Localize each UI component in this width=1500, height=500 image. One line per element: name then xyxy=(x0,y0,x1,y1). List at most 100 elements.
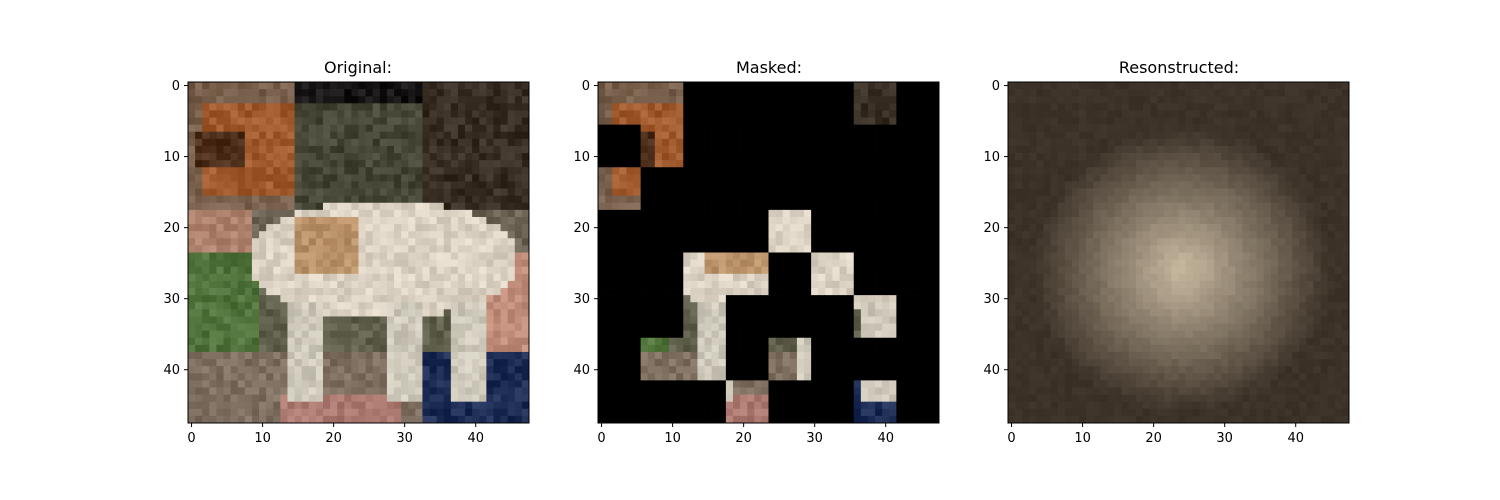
pixel xyxy=(330,188,338,197)
pixel xyxy=(237,245,246,253)
pixel xyxy=(514,344,523,353)
pixel xyxy=(280,195,288,204)
pixel xyxy=(280,302,288,310)
pixel xyxy=(931,195,940,204)
pixel xyxy=(768,259,776,268)
pixel xyxy=(633,359,641,367)
pixel xyxy=(457,344,466,353)
pixel xyxy=(747,373,755,381)
pixel xyxy=(740,117,748,125)
pixel xyxy=(479,288,487,296)
pixel xyxy=(633,153,641,161)
pixel xyxy=(358,167,366,175)
pixel xyxy=(924,344,933,353)
pixel xyxy=(415,245,423,253)
pixel xyxy=(379,266,388,275)
pixel xyxy=(796,401,805,410)
pixel xyxy=(422,188,430,197)
pixel xyxy=(465,387,473,395)
pixel xyxy=(683,238,691,246)
pixel xyxy=(230,387,239,395)
pixel xyxy=(605,309,613,317)
pixel xyxy=(365,238,374,246)
pixel xyxy=(266,231,274,239)
pixel xyxy=(230,380,239,388)
pixel xyxy=(202,89,210,97)
pixel xyxy=(1029,82,1037,90)
pixel xyxy=(379,259,388,268)
pixel xyxy=(415,366,423,374)
pixel xyxy=(661,288,670,296)
pixel xyxy=(386,174,395,182)
pixel xyxy=(280,216,288,225)
pixel xyxy=(796,202,805,211)
pixel xyxy=(308,387,317,395)
pixel xyxy=(394,96,402,104)
pixel xyxy=(732,401,741,410)
pixel xyxy=(683,110,691,118)
pixel xyxy=(465,231,473,239)
pixel xyxy=(775,124,784,133)
pixel xyxy=(782,131,791,140)
pixel xyxy=(661,401,670,410)
pixel xyxy=(273,153,281,161)
pixel xyxy=(676,252,684,260)
pixel xyxy=(654,117,663,125)
pixel xyxy=(896,394,904,403)
pixel xyxy=(457,351,466,360)
pixel xyxy=(889,209,897,218)
pixel xyxy=(237,408,246,417)
pixel xyxy=(605,415,613,424)
pixel xyxy=(669,359,677,367)
pixel xyxy=(725,195,734,204)
pixel xyxy=(811,344,819,353)
pixel xyxy=(251,195,260,204)
pixel xyxy=(415,266,423,275)
pixel xyxy=(647,124,656,133)
pixel xyxy=(924,280,933,289)
pixel xyxy=(230,316,239,324)
pixel xyxy=(1015,124,1023,133)
pixel xyxy=(747,138,755,147)
pixel xyxy=(429,401,437,410)
pixel xyxy=(860,209,869,218)
pixel xyxy=(429,231,437,239)
pixel xyxy=(669,216,677,225)
pixel xyxy=(450,387,459,395)
pixel xyxy=(598,124,606,133)
pixel xyxy=(436,195,445,204)
pixel xyxy=(704,266,713,275)
pixel xyxy=(732,302,741,310)
pixel xyxy=(330,138,338,147)
pixel xyxy=(860,373,869,381)
pixel xyxy=(465,302,473,310)
pixel xyxy=(924,295,933,303)
pixel xyxy=(626,117,634,125)
pixel xyxy=(804,330,812,339)
pixel xyxy=(704,202,713,211)
pixel xyxy=(514,273,523,282)
pixel xyxy=(379,380,388,388)
pixel xyxy=(654,337,663,346)
pixel xyxy=(1221,96,1229,104)
pixel xyxy=(818,380,826,388)
pixel xyxy=(315,103,324,111)
pixel xyxy=(818,401,826,410)
pixel xyxy=(372,231,381,239)
pixel xyxy=(811,408,819,417)
pixel xyxy=(661,387,670,395)
pixel xyxy=(443,188,452,197)
pixel xyxy=(867,167,876,175)
pixel xyxy=(654,231,663,239)
pixel xyxy=(811,259,819,268)
pixel xyxy=(259,145,267,154)
pixel xyxy=(598,373,606,381)
pixel xyxy=(465,323,473,331)
pixel xyxy=(394,195,402,204)
pixel xyxy=(301,238,310,246)
pixel xyxy=(273,238,281,246)
pixel xyxy=(1313,96,1321,104)
pixel xyxy=(223,188,231,197)
pixel xyxy=(846,337,855,346)
pixel xyxy=(676,288,684,296)
